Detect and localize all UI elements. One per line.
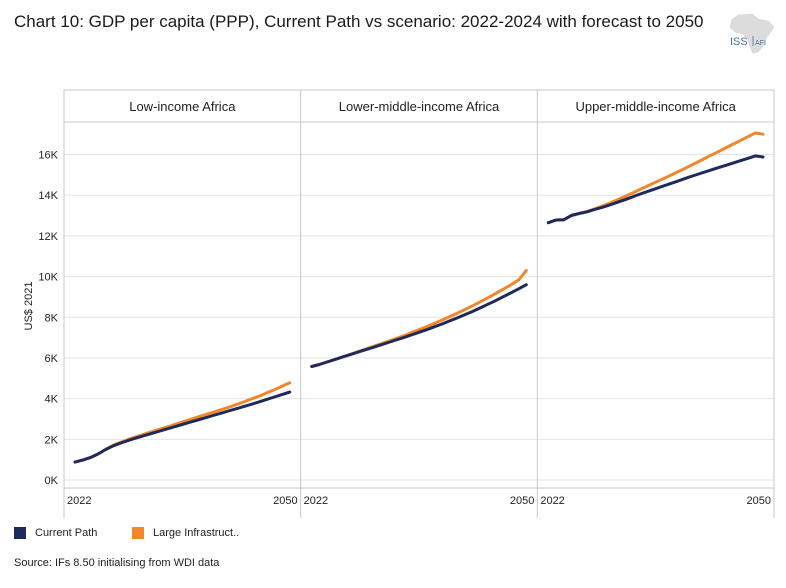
series-line-scenario [546,131,765,225]
y-tick-label: 8K [45,312,59,324]
x-tick-label-start: 2022 [540,495,564,507]
iss-afi-logo: ISS AFI [724,12,778,56]
logo-text-afi: AFI [755,40,766,47]
series-line-current-path [73,390,292,464]
legend-item-current-path: Current Path [14,527,97,539]
series-line-current-path [310,283,528,368]
chart-area: 0K 2K 4K 6K 8K 10K 12K 14K 16K US$ 2021 Low-income… [23,89,775,518]
logo-text-iss: ISS [730,36,748,48]
series-line-current-path [546,154,765,225]
source-note: Source: IFs 8.50 initialising from WDI d… [14,557,220,569]
chart-title: Chart 10: GDP per capita (PPP), Current … [14,12,704,31]
y-tick-label: 14K [38,190,58,202]
y-axis-label: US$ 2021 [23,282,35,331]
legend-item-scenario: Large Infrastruct.. [132,527,239,539]
y-tick-label: 10K [38,272,58,284]
x-tick-label-end: 2050 [273,495,297,507]
x-tick-label-start: 2022 [67,495,91,507]
series-line-scenario [310,269,528,368]
y-tick-label: 0K [45,475,59,487]
legend-label-current-path: Current Path [35,527,98,539]
legend-swatch-scenario [132,527,144,539]
x-tick-label-start: 2022 [304,495,328,507]
panel-title: Upper-middle-income Africa [575,99,736,114]
x-tick-label-end: 2050 [747,495,771,507]
legend-label-scenario: Large Infrastruct.. [153,527,240,539]
panel-title: Lower-middle-income Africa [339,99,500,114]
x-tick-label-end: 2050 [510,495,534,507]
africa-map-icon: ISS AFI [729,13,775,54]
y-tick-label: 4K [45,394,59,406]
y-tick-label: 6K [45,353,59,365]
y-tick-label: 12K [38,231,58,243]
y-tick-label: 16K [38,150,58,162]
legend-swatch-current-path [14,527,26,539]
panel-title: Low-income Africa [129,99,236,114]
y-tick-label: 2K [45,434,59,446]
